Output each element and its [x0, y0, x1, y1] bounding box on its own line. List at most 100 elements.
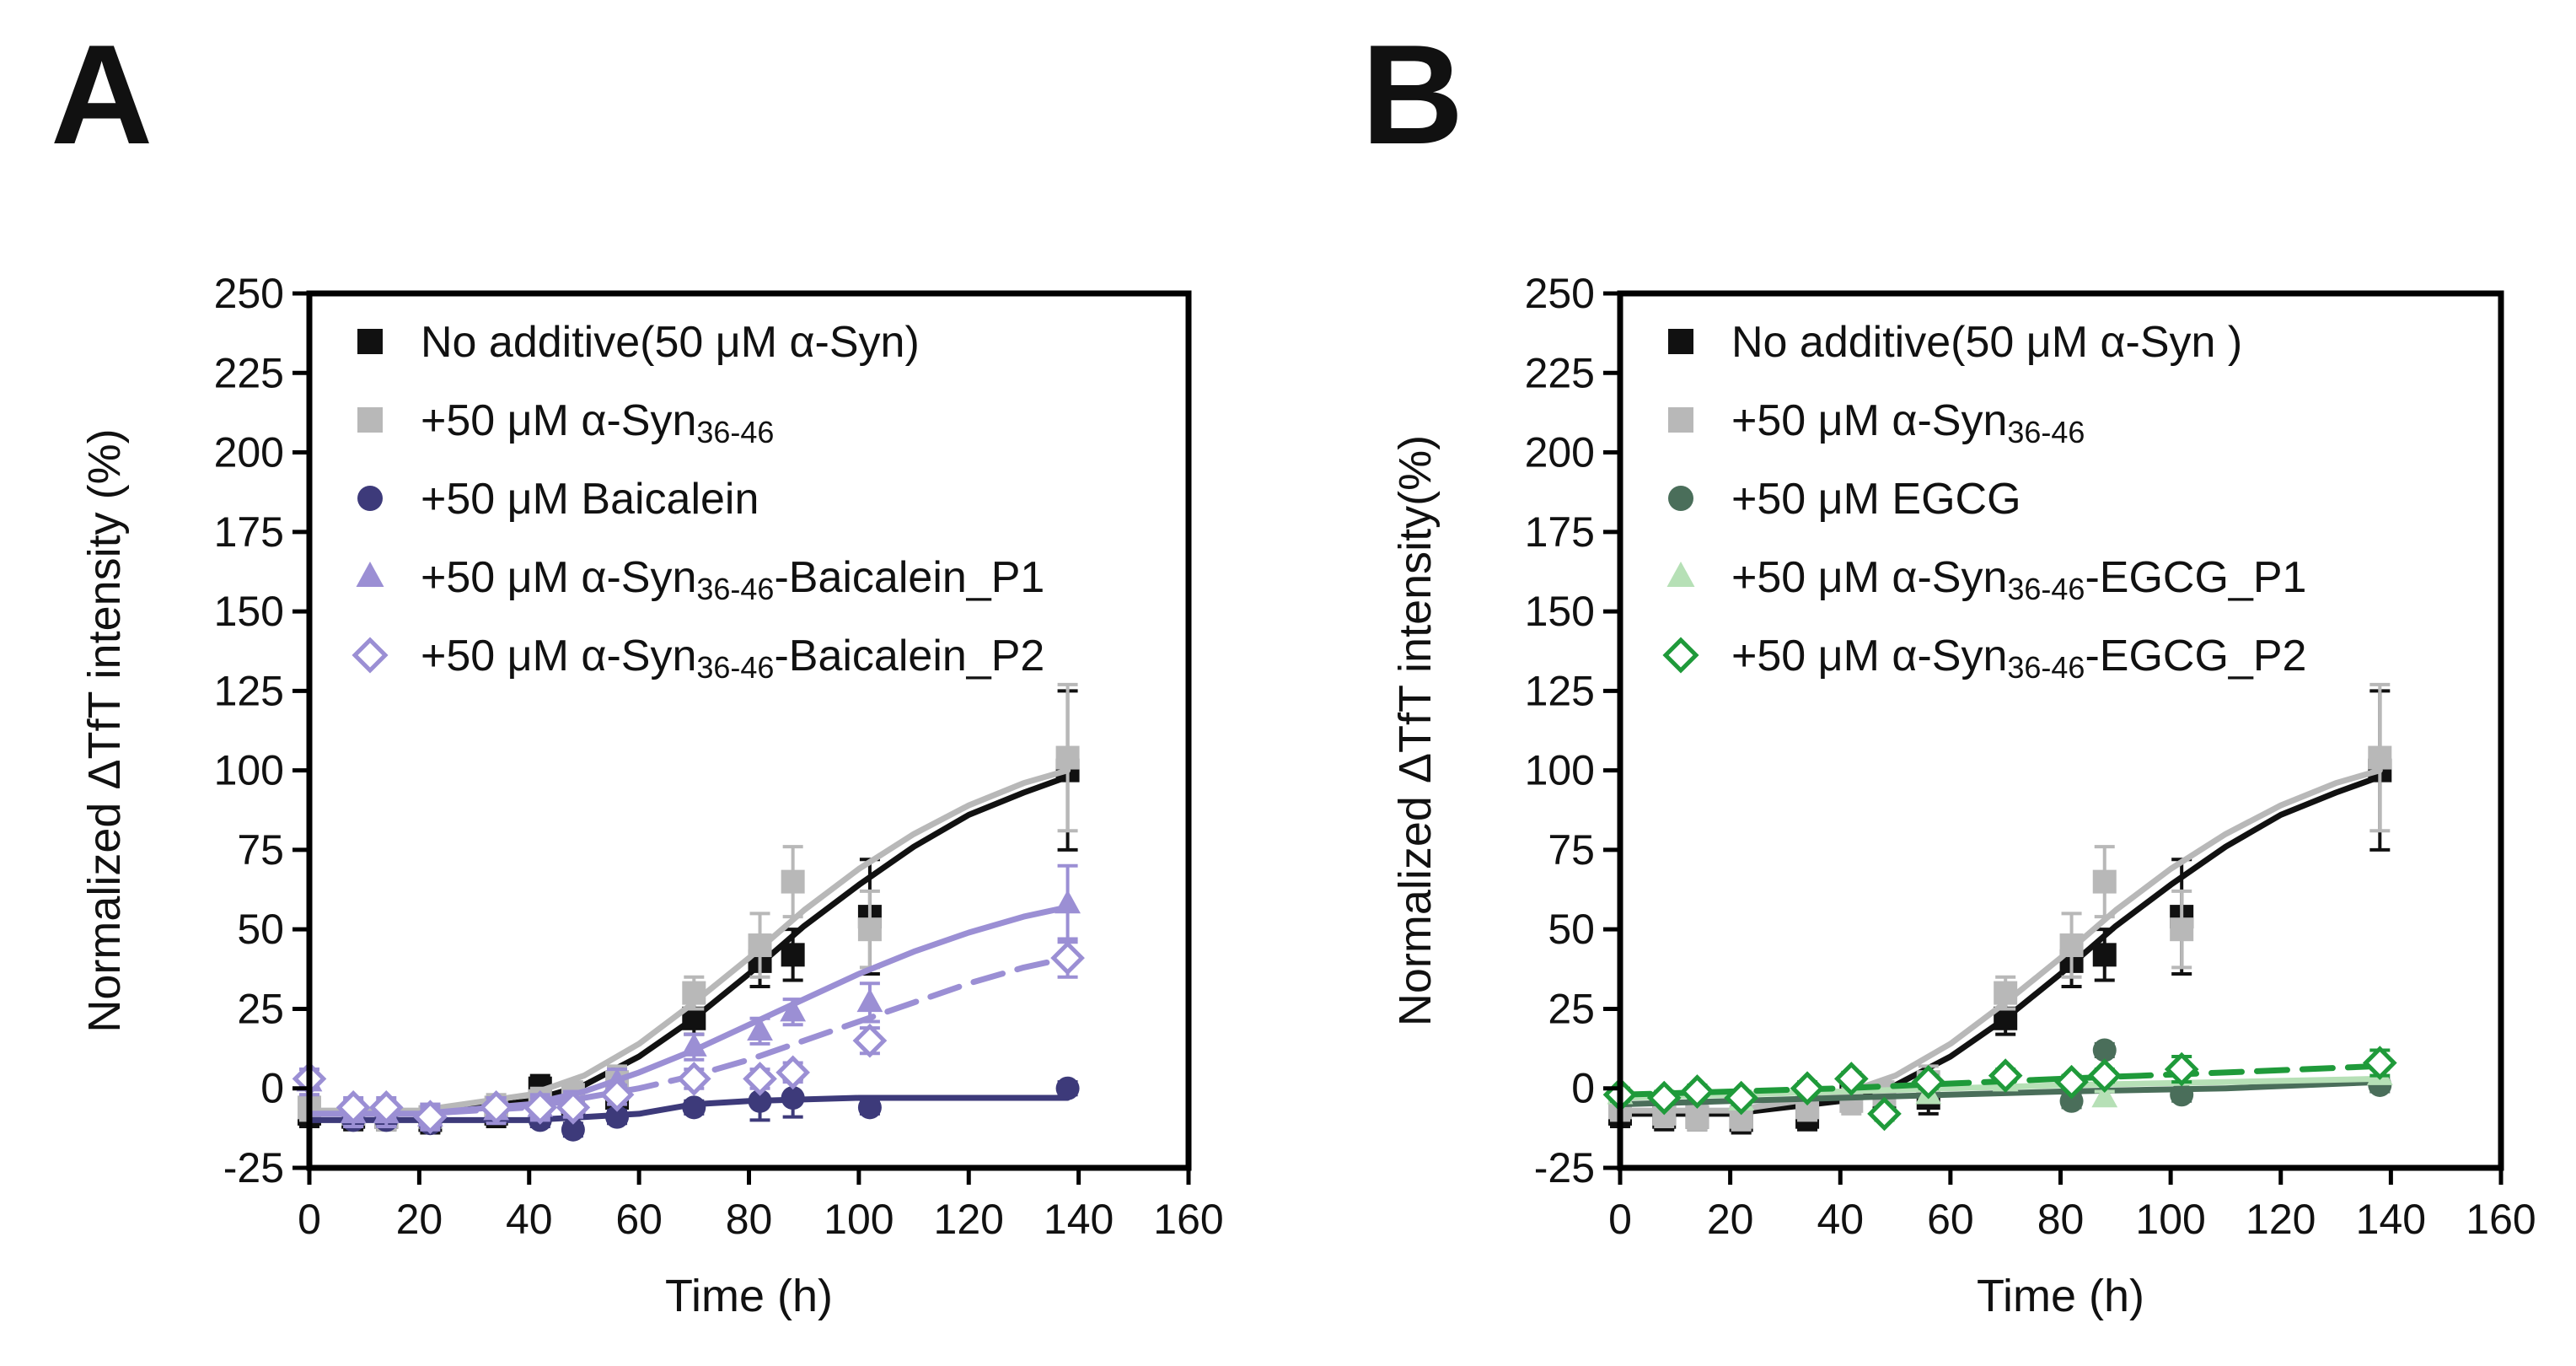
panel-a-x-tick-label: 60 — [615, 1196, 663, 1243]
panel-b-y-tick-label: 25 — [1548, 985, 1595, 1032]
panel-b-x-tick-label: 80 — [2037, 1196, 2085, 1243]
panel-b-letter: B — [1361, 15, 1463, 174]
panel-b-legend-entry-1: +50 μM α-Syn36-46 — [1731, 396, 2085, 449]
panel-b-data-point — [2059, 933, 2084, 958]
panel-a-data-point — [775, 1055, 810, 1090]
panel-a-legend-entry-3: +50 μM α-Syn36-46-Baicalein_P1 — [421, 553, 1044, 606]
panel-a-data-point — [1055, 1076, 1080, 1100]
panel-b-x-tick-label: 20 — [1707, 1196, 1754, 1243]
panel-b-y-tick-label: 250 — [1525, 270, 1595, 317]
panel-b-axes: -25 0 25 50 75 100 125 150 175 200 225 250 0 20 40 60 80… — [1525, 270, 2536, 1243]
panel-a-y-tick-label: 200 — [214, 429, 284, 476]
panel-b-series-2 — [1617, 1038, 2392, 1113]
panel-a-data-point — [747, 1017, 773, 1041]
panel-a-y-tick-label: 25 — [237, 985, 284, 1032]
panel-a-y-tick-label: 225 — [214, 349, 284, 396]
panel-a-data-point — [555, 1090, 591, 1125]
panel-b-fit-line-2 — [1617, 1078, 2383, 1108]
panel-a-data-point — [857, 1095, 882, 1120]
panel-a-data-point — [676, 1062, 711, 1096]
panel-a-y-tick-label: 125 — [214, 667, 284, 714]
panel-b-x-tick-label: 160 — [2466, 1196, 2536, 1243]
panel-a-data-point — [857, 917, 882, 942]
panel-a-data-point — [335, 1090, 371, 1125]
panel-b-legend: No additive(50 μM α-Syn ) +50 μM α-Syn36-… — [1662, 318, 2306, 685]
panel-a-legend-entry-4: +50 μM α-Syn36-46-Baicalein_P2 — [421, 632, 1044, 685]
panel-a-data-point — [682, 981, 706, 1005]
panel-b-legend-marker — [1662, 637, 1699, 674]
panel-b-data-point — [1685, 1105, 1709, 1129]
panel-b-data-point — [2092, 869, 2117, 894]
panel-a-legend-marker — [357, 486, 383, 511]
panel-a-legend-marker — [357, 407, 383, 433]
panel-a-x-tick-label: 120 — [934, 1196, 1004, 1243]
panel-b-y-tick-label: 150 — [1525, 588, 1595, 635]
panel-b: B -25 0 25 50 75 100 125 150 175 200 225 250 0 20 40 60… — [1361, 15, 2536, 1321]
panel-b-x-tick-label: 60 — [1927, 1196, 1974, 1243]
panel-a-data-point — [780, 998, 807, 1022]
panel-a-data-point — [561, 1117, 585, 1142]
panel-b-y-tick-label: -25 — [1534, 1144, 1595, 1191]
panel-b-x-tick-label: 40 — [1817, 1196, 1864, 1243]
panel-b-legend-marker — [1668, 486, 1693, 511]
panel-a-data-point — [781, 869, 805, 894]
panel-a-legend-marker — [352, 637, 389, 674]
panel-b-data-point — [1790, 1071, 1825, 1106]
panel-b-data-point — [1833, 1062, 1869, 1096]
panel-a-x-tick-label: 0 — [298, 1196, 321, 1243]
panel-a-y-tick-label: 50 — [237, 906, 284, 953]
panel-b-data-point — [1911, 1064, 1946, 1100]
panel-a-y-tick-label: -25 — [223, 1144, 284, 1191]
panel-b-data-point — [2362, 1046, 2397, 1080]
panel-b-data-point — [2164, 1051, 2199, 1087]
panel-b-data-point — [2368, 745, 2392, 770]
panel-b-data-point — [2170, 917, 2194, 942]
panel-b-legend-marker — [1668, 407, 1693, 433]
panel-b-y-tick-label: 125 — [1525, 667, 1595, 714]
panel-b-legend-marker — [1668, 329, 1693, 354]
panel-a-x-tick-label: 100 — [824, 1196, 894, 1243]
panel-a-y-tick-label: 0 — [260, 1065, 284, 1112]
panel-a-x-tick-label: 20 — [396, 1196, 443, 1243]
panel-b-legend-marker — [1666, 562, 1695, 587]
panel-a-data-point — [413, 1100, 448, 1135]
panel-a-data-point — [743, 1062, 777, 1096]
panel-a-data-point — [856, 988, 883, 1013]
panel-b-y-tick-label: 175 — [1525, 508, 1595, 556]
panel-b-y-tick-label: 225 — [1525, 349, 1595, 396]
panel-b-x-tick-label: 120 — [2246, 1196, 2316, 1243]
panel-a-series-4 — [292, 937, 1085, 1135]
panel-b-data-point — [1680, 1074, 1715, 1109]
panel-a-axes: -25 0 25 50 75 100 125 150 175 200 225 250 0 20 40 60 80… — [214, 270, 1224, 1243]
panel-a-legend-entry-2: +50 μM Baicalein — [421, 475, 759, 524]
panel-a-data-point — [1050, 940, 1085, 976]
panel-a-data-point — [680, 1032, 707, 1057]
panel-b-y-tick-label: 50 — [1548, 906, 1595, 953]
panel-a-letter: A — [51, 15, 153, 174]
panel-b-y-tick-label: 0 — [1571, 1065, 1595, 1112]
panel-b-series-4 — [1602, 1046, 2397, 1132]
panel-b-legend-entry-2: +50 μM EGCG — [1731, 475, 2021, 524]
panel-b-legend-entry-0: No additive(50 μM α-Syn ) — [1731, 318, 2242, 367]
panel-b-y-tick-label: 100 — [1525, 747, 1595, 794]
panel-a-data-point — [748, 933, 772, 958]
panel-a-legend-entry-1: +50 μM α-Syn36-46 — [421, 396, 774, 449]
panel-b-y-axis-title: Normalized ΔTfT intensity(%) — [1390, 435, 1441, 1026]
panel-b-y-tick-label: 200 — [1525, 429, 1595, 476]
panel-b-y-tick-label: 75 — [1548, 826, 1595, 874]
panel-a-data-point — [1055, 890, 1081, 914]
panel-a-data-point — [368, 1090, 404, 1125]
panel-a-legend: No additive(50 μM α-Syn) +50 μM α-Syn36-4… — [352, 318, 1044, 685]
panel-a-legend-entry-0: No additive(50 μM α-Syn) — [421, 318, 920, 367]
panel-a-y-tick-label: 175 — [214, 508, 284, 556]
panel-a-data-point — [479, 1090, 513, 1125]
panel-b-data-point — [2087, 1058, 2123, 1093]
panel-b-data-point — [2092, 1038, 2117, 1062]
panel-a-x-tick-label: 140 — [1044, 1196, 1114, 1243]
panel-a-y-axis-title: Normalized ΔTfT intensity (%) — [79, 428, 130, 1032]
panel-b-data-point — [2170, 1083, 2194, 1107]
panel-a-y-tick-label: 150 — [214, 588, 284, 635]
panel-a-y-tick-label: 75 — [237, 826, 284, 874]
